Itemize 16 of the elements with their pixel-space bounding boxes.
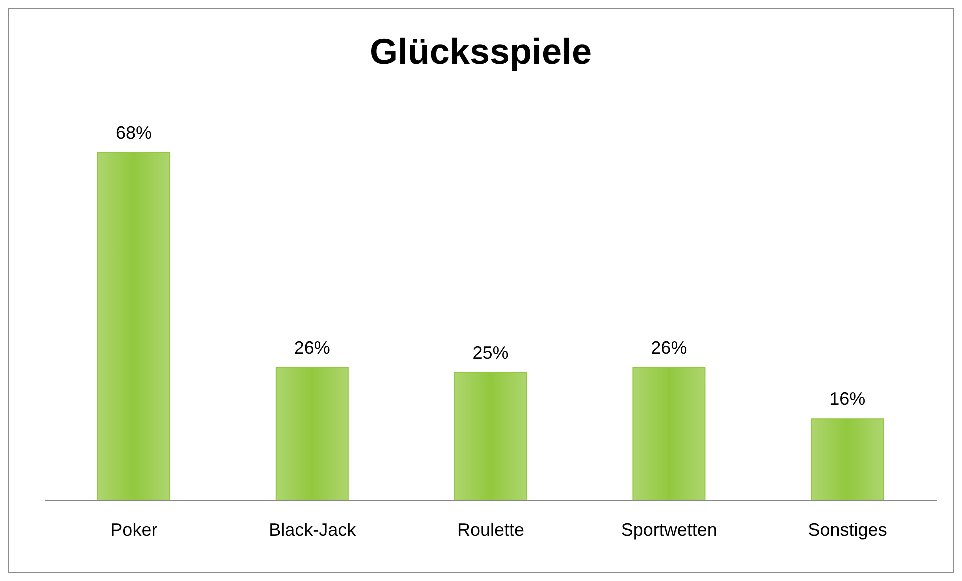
chart-title: Glücksspiele <box>368 30 594 74</box>
bar <box>454 372 528 501</box>
x-tick-label: Sonstiges <box>808 520 888 540</box>
x-tick-label: Roulette <box>457 520 525 540</box>
bar <box>98 152 170 501</box>
data-label: 26% <box>651 338 688 358</box>
x-tick-label: Black-Jack <box>269 520 358 540</box>
bar <box>811 418 884 501</box>
data-label: 26% <box>294 338 330 358</box>
x-tick-label: Sportwetten <box>621 520 718 540</box>
bar <box>276 367 349 501</box>
data-label: 16% <box>830 389 866 410</box>
data-label: 68% <box>116 122 152 143</box>
bar <box>632 367 706 501</box>
x-tick-label: Poker <box>110 520 158 540</box>
data-label: 25% <box>472 342 509 363</box>
